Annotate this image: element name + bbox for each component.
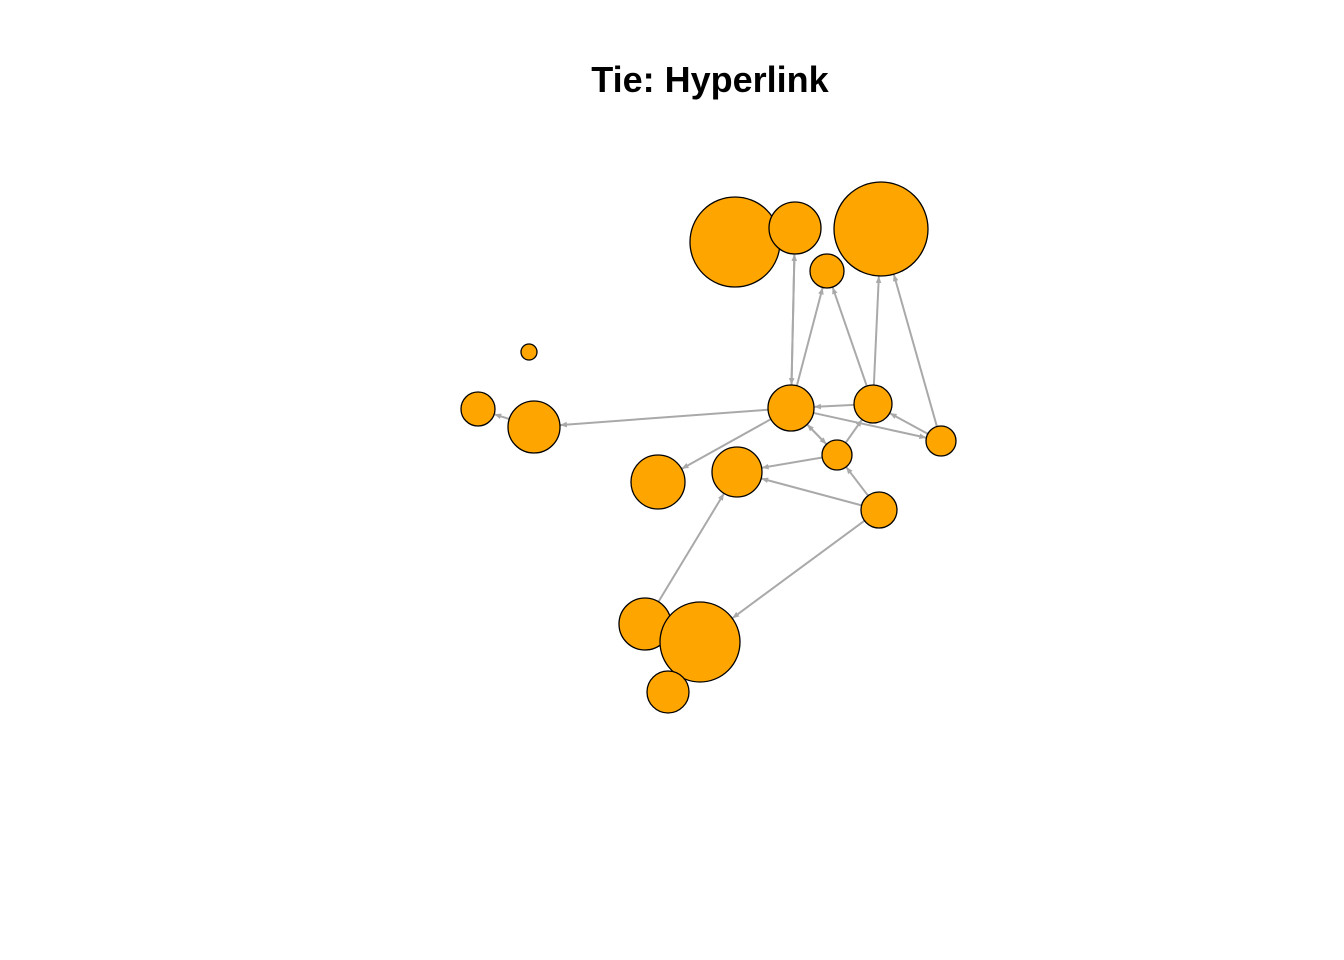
edge-n12-n9 — [806, 423, 828, 445]
node-n12 — [821, 439, 853, 471]
edge-n12-n10 — [844, 418, 863, 444]
nodes-layer — [460, 181, 957, 714]
edges-layer — [493, 253, 938, 620]
node-n6 — [460, 391, 496, 427]
node-n9 — [767, 384, 815, 432]
edge-n9-n13 — [681, 418, 772, 470]
edge-n9-n4 — [795, 287, 824, 387]
edge-n16-n14 — [760, 477, 862, 507]
plot-title: Tie: Hyperlink — [591, 59, 829, 100]
edge-n16-n19 — [731, 519, 866, 620]
edge-n10-n4 — [831, 286, 868, 387]
edge-n2-n9 — [788, 253, 796, 386]
node-n20 — [646, 670, 690, 714]
node-n16 — [860, 491, 898, 529]
node-n3 — [833, 181, 929, 277]
node-n14 — [711, 446, 763, 498]
node-n2 — [768, 201, 822, 255]
edge-n9-n11 — [813, 411, 927, 440]
node-n13 — [630, 454, 686, 510]
node-n5 — [520, 343, 538, 361]
edge-n11-n10 — [889, 412, 929, 435]
node-n7 — [507, 400, 561, 454]
node-n19 — [659, 601, 741, 683]
node-n11 — [925, 425, 957, 457]
edge-n10-n9 — [813, 403, 855, 410]
node-n4 — [809, 253, 845, 289]
edge-n7-n6 — [493, 413, 510, 420]
edge-n11-n3 — [892, 273, 938, 427]
node-n1 — [689, 196, 781, 288]
edge-n12-n14 — [761, 456, 823, 470]
node-n10 — [853, 384, 893, 424]
edge-n10-n3 — [872, 275, 882, 386]
edge-n9-n7 — [559, 408, 769, 428]
edge-n18-n14 — [657, 492, 725, 603]
edge-n16-n12 — [845, 466, 869, 497]
